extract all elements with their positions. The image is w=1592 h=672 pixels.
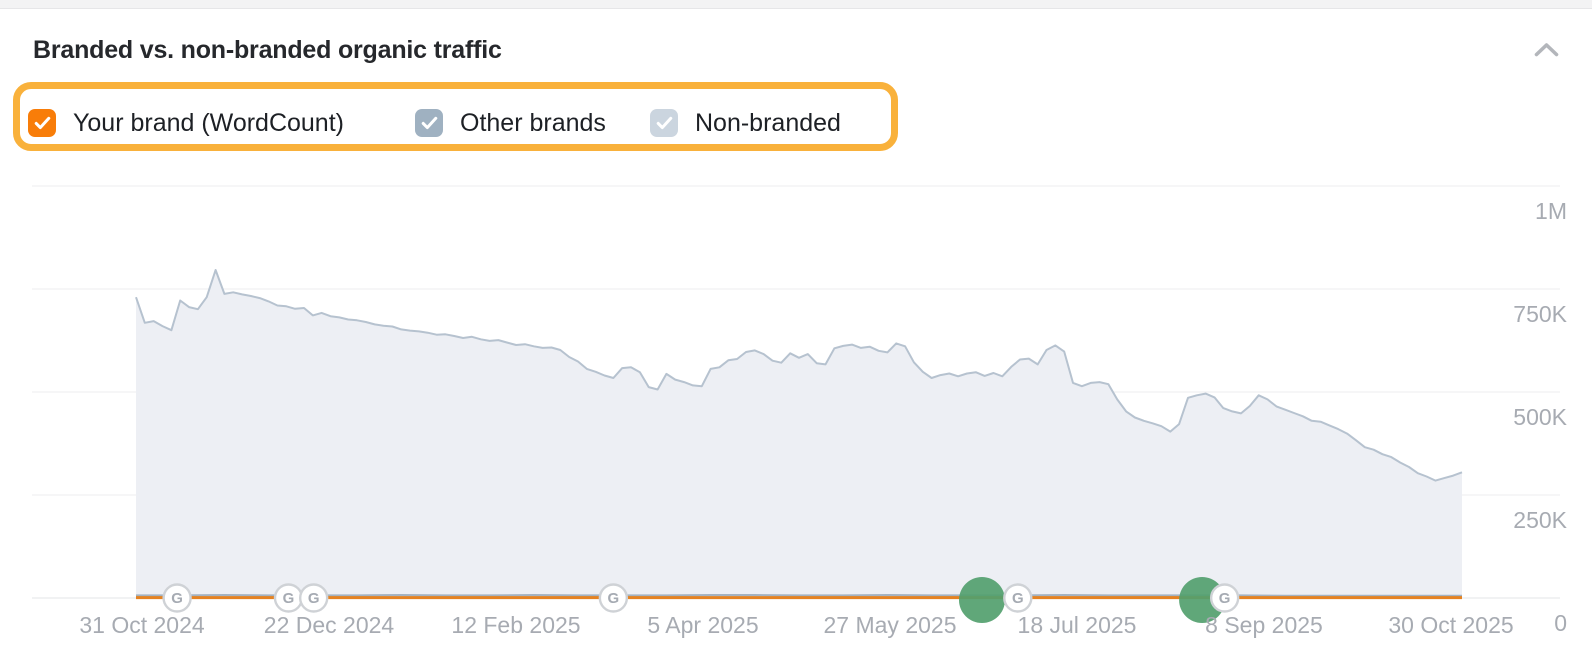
x-axis-tick-label: 27 May 2025 <box>823 612 957 638</box>
x-axis-tick-label: 30 Oct 2025 <box>1388 612 1514 638</box>
y-axis-tick-label: 1M <box>1535 198 1567 224</box>
series-other-brands-line <box>136 593 1462 597</box>
legend-highlight-box: Your brand (WordCount) Other brands Non-… <box>13 82 898 151</box>
chevron-up-icon <box>1533 41 1560 61</box>
series-non-branded-area <box>136 270 1462 598</box>
card-top-edge <box>0 0 1592 9</box>
google-update-marker[interactable]: G <box>1209 583 1240 613</box>
x-axis-tick-label: 22 Dec 2024 <box>263 612 395 638</box>
legend-label-non-branded[interactable]: Non-branded <box>695 109 841 137</box>
svg-text:G: G <box>1219 590 1231 607</box>
collapse-widget-button[interactable] <box>1530 38 1562 64</box>
x-axis-tick-label: 12 Feb 2025 <box>451 612 581 638</box>
legend-toggle-your-brand[interactable]: Your brand (WordCount) <box>28 109 344 137</box>
legend-label-other-brands[interactable]: Other brands <box>460 109 606 137</box>
svg-text:G: G <box>283 590 295 607</box>
y-axis-tick-label: 500K <box>1513 404 1567 430</box>
svg-text:G: G <box>608 590 620 607</box>
checkmark-icon <box>656 116 672 130</box>
y-axis-tick-label: 250K <box>1513 507 1567 533</box>
event-marker-green[interactable] <box>958 577 1005 623</box>
x-axis-tick-label: 31 Oct 2024 <box>79 612 205 638</box>
svg-text:G: G <box>308 590 320 607</box>
google-update-marker[interactable]: G <box>273 583 304 613</box>
legend-toggle-other-brands[interactable]: Other brands <box>415 109 606 137</box>
legend-toggle-non-branded[interactable]: Non-branded <box>650 109 841 137</box>
google-update-marker[interactable]: G <box>162 583 192 613</box>
google-update-marker[interactable]: G <box>598 583 629 613</box>
google-update-marker[interactable]: G <box>298 583 329 613</box>
svg-text:G: G <box>1012 590 1024 607</box>
checkbox-your-brand[interactable] <box>28 109 56 137</box>
x-axis-tick-label: 18 Jul 2025 <box>1017 612 1137 638</box>
y-axis-tick-label: 0 <box>1554 610 1567 636</box>
x-axis-tick-label: 5 Apr 2025 <box>647 612 759 638</box>
legend-label-your-brand[interactable]: Your brand (WordCount) <box>73 109 344 137</box>
series-non-branded-line <box>135 269 1463 482</box>
widget-title: Branded vs. non-branded organic traffic <box>33 36 502 64</box>
y-axis-tick-label: 750K <box>1513 301 1567 327</box>
google-update-marker[interactable]: G <box>1003 583 1033 613</box>
x-axis-tick-label: 8 Sep 2025 <box>1205 612 1323 638</box>
svg-text:G: G <box>171 590 183 607</box>
checkbox-other-brands[interactable] <box>415 109 443 137</box>
checkmark-icon <box>421 116 437 130</box>
checkmark-icon <box>34 116 50 130</box>
checkbox-non-branded[interactable] <box>650 109 678 137</box>
